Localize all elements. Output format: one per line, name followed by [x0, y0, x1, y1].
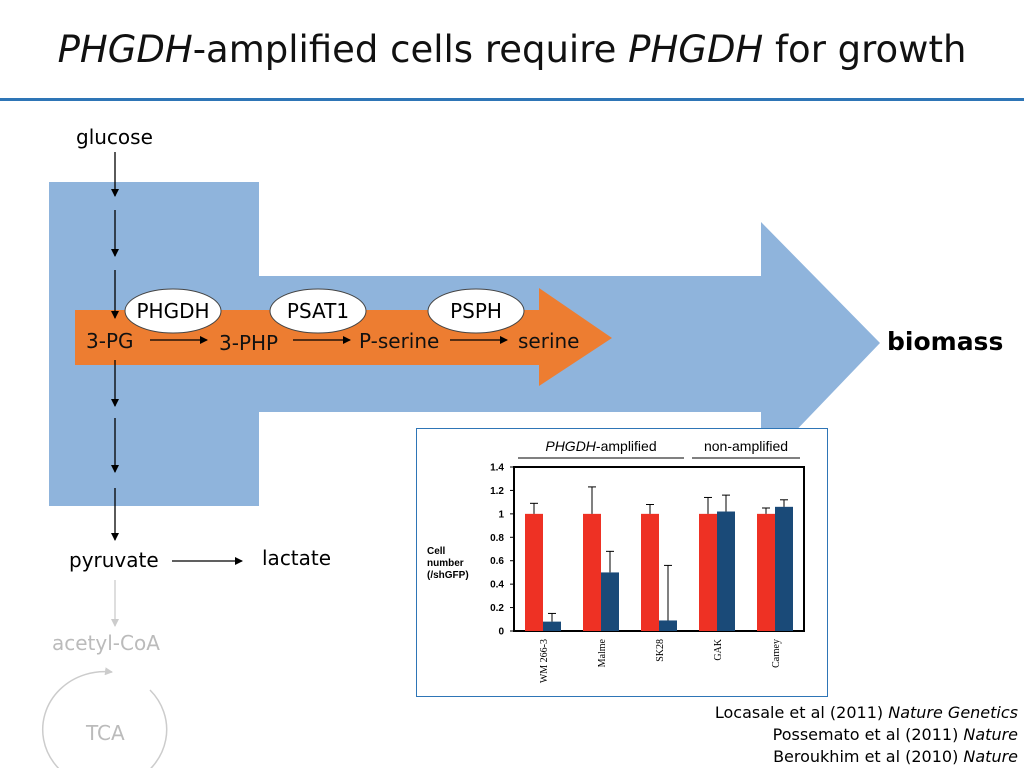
y-tick-label: 1.4 — [490, 463, 504, 474]
y-tick-label: 0.8 — [490, 533, 504, 544]
bar — [775, 506, 793, 631]
pserine-label: P-serine — [359, 329, 440, 353]
bar — [583, 513, 601, 631]
x-category-label: Malme — [597, 638, 608, 667]
bar — [659, 620, 677, 631]
references: Locasale et al (2011) Nature Genetics Po… — [715, 702, 1018, 768]
psat1-enzyme-label: PSAT1 — [286, 299, 350, 323]
group-label: PHGDH-amplified — [545, 438, 656, 454]
bar — [601, 572, 619, 631]
y-tick-label: 1 — [498, 509, 504, 520]
x-category-label: WM 266-3 — [539, 639, 550, 683]
tca-label: TCA — [86, 721, 125, 745]
bar — [699, 513, 717, 631]
y-tick-label: 1.2 — [490, 486, 504, 497]
psat1-enzyme-oval — [269, 288, 367, 334]
tca-cycle-arc — [41, 667, 168, 768]
title-end: for growth — [763, 28, 967, 71]
title-gene-2: PHGDH — [628, 28, 764, 71]
bar — [543, 621, 561, 631]
title-gene-1: PHGDH — [57, 28, 193, 71]
phgdh-enzyme-oval — [124, 288, 222, 334]
slide-title: PHGDH-amplified cells require PHGDH for … — [0, 28, 1024, 71]
x-category-label: SK28 — [655, 639, 666, 662]
pyruvate-label: pyruvate — [69, 548, 159, 572]
y-tick-label: 0 — [498, 627, 504, 638]
bar — [525, 513, 543, 631]
y-axis-label: Cell — [427, 546, 446, 557]
psph-enzyme-label: PSPH — [450, 299, 502, 323]
biomass-label: biomass — [887, 327, 1004, 356]
y-axis-label: number — [427, 558, 464, 569]
y-tick-label: 0.2 — [490, 603, 504, 614]
bar — [641, 513, 659, 631]
psph-enzyme-oval — [427, 288, 525, 334]
group-label: non-amplified — [704, 438, 788, 454]
y-axis-label: (/shGFP) — [427, 570, 469, 581]
bar — [757, 513, 775, 631]
3pg-label: 3-PG — [86, 329, 134, 353]
reference-2: Possemato et al (2011) Nature — [772, 725, 1018, 744]
phgdh-enzyme-label: PHGDH — [136, 299, 210, 323]
bar — [717, 511, 735, 631]
lactate-label: lactate — [262, 546, 332, 570]
y-tick-label: 0.6 — [490, 556, 504, 567]
reference-1: Locasale et al (2011) Nature Genetics — [714, 703, 1018, 722]
serine-label: serine — [518, 329, 580, 353]
title-middle: -amplified cells require — [192, 28, 629, 71]
x-category-label: Carney — [771, 639, 782, 668]
3php-label: 3-PHP — [219, 331, 279, 355]
y-tick-label: 0.4 — [490, 580, 504, 591]
glucose-label: glucose — [76, 125, 153, 149]
reference-3: Beroukhim et al (2010) Nature — [773, 747, 1018, 766]
title-rule — [0, 98, 1024, 101]
x-category-label: GAK — [713, 638, 724, 660]
cell-number-chart: 0 0.2 0.4 0.6 0.8 1 1.2 1.4 Cell number (/shGFP) WM… — [416, 428, 828, 697]
acetylcoa-label: acetyl-CoA — [52, 631, 160, 655]
